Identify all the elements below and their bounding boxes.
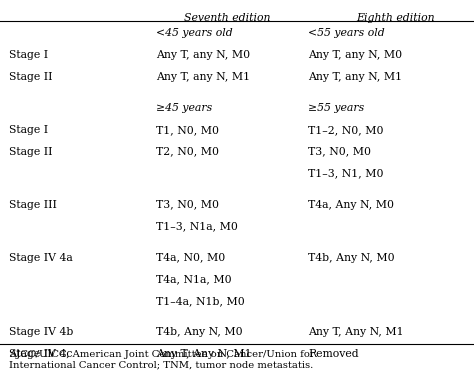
Text: T3, N0, M0: T3, N0, M0	[308, 147, 371, 157]
Text: Stage I: Stage I	[9, 50, 49, 60]
Text: T2, N0, M0: T2, N0, M0	[156, 147, 219, 157]
Text: T1–3, N1, M0: T1–3, N1, M0	[308, 168, 383, 179]
Text: T4a, Any N, M0: T4a, Any N, M0	[308, 200, 394, 210]
Text: Eighth edition: Eighth edition	[356, 13, 435, 23]
Text: Seventh edition: Seventh edition	[184, 13, 271, 23]
Text: ≥55 years: ≥55 years	[308, 103, 365, 113]
Text: T1–4a, N1b, M0: T1–4a, N1b, M0	[156, 296, 245, 306]
Text: Stage IV 4b: Stage IV 4b	[9, 327, 74, 338]
Text: Stage IV 4a: Stage IV 4a	[9, 253, 73, 263]
Text: Any T, any N, M1: Any T, any N, M1	[156, 72, 251, 82]
Text: T1–3, N1a, M0: T1–3, N1a, M0	[156, 221, 238, 232]
Text: Stage I: Stage I	[9, 125, 49, 135]
Text: T4b, Any N, M0: T4b, Any N, M0	[156, 327, 243, 338]
Text: Stage II: Stage II	[9, 72, 53, 82]
Text: T4a, N0, M0: T4a, N0, M0	[156, 253, 226, 263]
Text: T1–2, N0, M0: T1–2, N0, M0	[308, 125, 383, 135]
Text: ≥45 years: ≥45 years	[156, 103, 213, 113]
Text: T4b, Any N, M0: T4b, Any N, M0	[308, 253, 395, 263]
Text: Stage IV 4c: Stage IV 4c	[9, 349, 73, 359]
Text: T3, N0, M0: T3, N0, M0	[156, 200, 219, 210]
Text: Any T, any N, M0: Any T, any N, M0	[308, 50, 402, 60]
Text: Stage III: Stage III	[9, 200, 57, 210]
Text: Any T, Any N, M1: Any T, Any N, M1	[308, 327, 404, 338]
Text: T4a, N1a, M0: T4a, N1a, M0	[156, 274, 232, 285]
Text: <45 years old: <45 years old	[156, 28, 233, 38]
Text: Any T, any N, M1: Any T, any N, M1	[308, 72, 402, 82]
Text: Any T, any N, M0: Any T, any N, M0	[156, 50, 251, 60]
Text: Any T, Any N, M1: Any T, Any N, M1	[156, 349, 252, 359]
Text: <55 years old: <55 years old	[308, 28, 385, 38]
Text: Stage II: Stage II	[9, 147, 53, 157]
Text: T1, N0, M0: T1, N0, M0	[156, 125, 219, 135]
Text: AJCC/UICC, American Joint Committee on Cancer/Union for
International Cancer Con: AJCC/UICC, American Joint Committee on C…	[9, 350, 315, 370]
Text: Removed: Removed	[308, 349, 359, 359]
